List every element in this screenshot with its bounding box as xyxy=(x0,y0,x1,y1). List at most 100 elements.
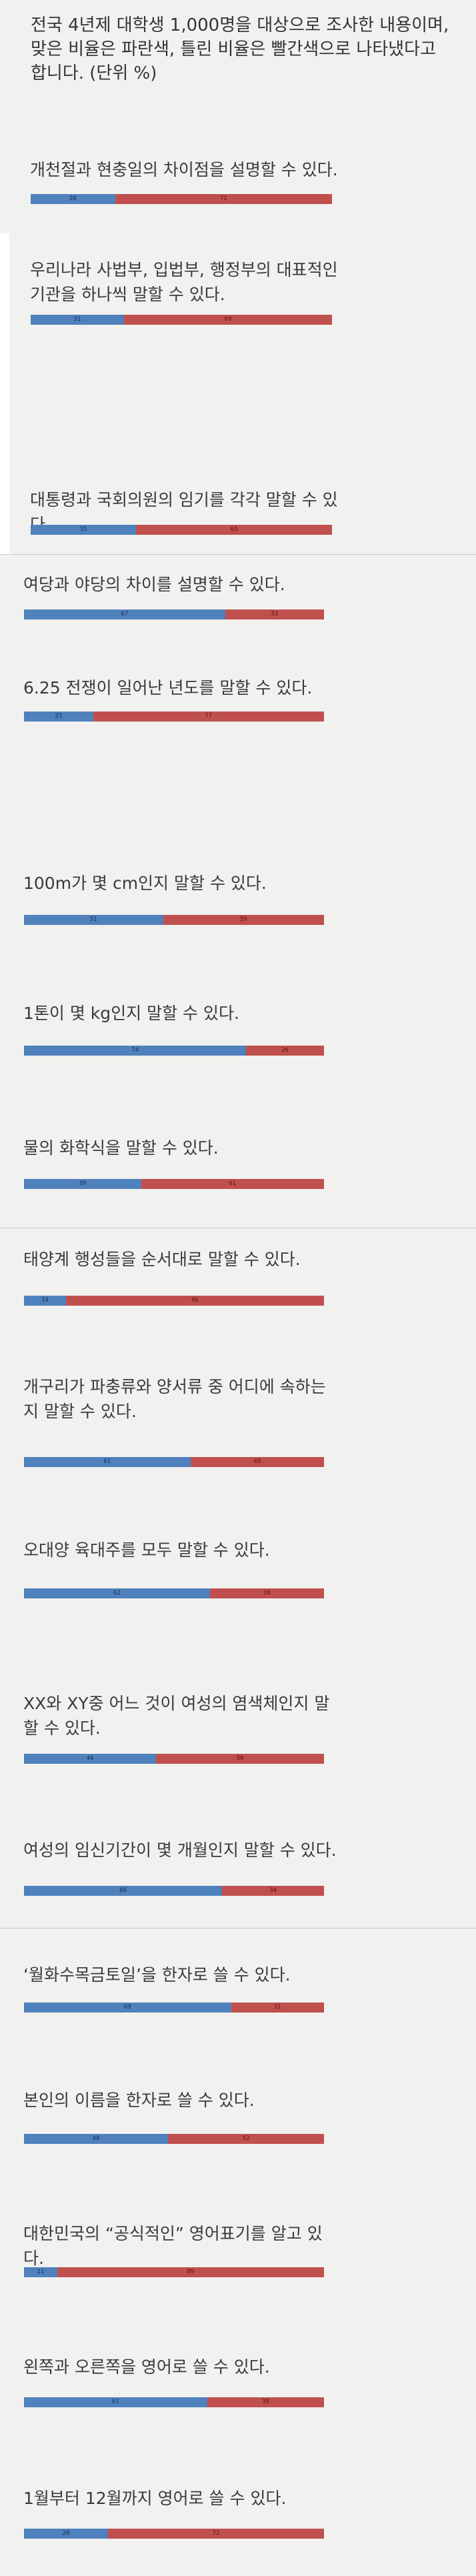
incorrect-value-label: 49 xyxy=(253,1458,261,1465)
stacked-bar: 61 39 xyxy=(24,2397,324,2407)
stacked-bar: 67 33 xyxy=(24,609,324,619)
incorrect-bar-segment: 56 xyxy=(156,1754,324,1764)
stacked-bar: 11 89 xyxy=(24,2267,324,2277)
incorrect-bar-segment: 86 xyxy=(66,1296,324,1306)
correct-value-label: 23 xyxy=(55,713,63,720)
stacked-bar: 39 61 xyxy=(24,1179,324,1189)
incorrect-bar-segment: 65 xyxy=(136,525,332,535)
stacked-bar: 23 77 xyxy=(24,712,324,722)
correct-bar-segment: 69 xyxy=(24,2003,231,2013)
correct-bar-segment: 39 xyxy=(24,1179,141,1189)
correct-value-label: 11 xyxy=(37,2269,45,2275)
question-text: 물의 화학식을 말할 수 있다. xyxy=(23,1138,219,1158)
question-text: ‘월화수목금토일’을 한자로 쓸 수 있다. xyxy=(23,1965,291,1985)
correct-value-label: 44 xyxy=(86,1755,94,1762)
correct-value-label: 48 xyxy=(92,2135,100,2142)
correct-value-label: 69 xyxy=(123,2004,131,2011)
stacked-bar: 31 69 xyxy=(31,315,332,325)
section-divider xyxy=(0,554,476,555)
question-text: 우리나라 사법부, 입법부, 행정부의 대표적인 기관을 하나씩 말할 수 있다… xyxy=(30,260,338,304)
question-text: 6.25 전쟁이 일어난 년도를 말할 수 있다. xyxy=(23,678,313,698)
correct-bar-segment: 48 xyxy=(24,2134,168,2144)
correct-value-label: 28 xyxy=(62,2530,70,2537)
incorrect-bar-segment: 59 xyxy=(163,915,324,925)
incorrect-bar-segment: 72 xyxy=(115,194,332,204)
stacked-bar: 28 72 xyxy=(24,2529,324,2539)
correct-bar-segment: 28 xyxy=(31,194,115,204)
incorrect-bar-segment: 61 xyxy=(141,1179,324,1189)
question-text: 개구리가 파충류와 양서류 중 어디에 속하는지 말할 수 있다. xyxy=(23,1377,326,1421)
stacked-bar: 69 31 xyxy=(24,2003,324,2013)
question-text: 왼쪽과 오른쪽을 영어로 쓸 수 있다. xyxy=(23,2357,270,2377)
incorrect-value-label: 72 xyxy=(219,195,227,202)
question-text: 본인의 이름을 한자로 쓸 수 있다. xyxy=(23,2091,255,2110)
incorrect-value-label: 33 xyxy=(271,611,279,617)
correct-bar-segment: 31 xyxy=(31,315,125,325)
question-text: 대한민국의 “공식적인” 영어표기를 알고 있다. xyxy=(23,2224,323,2268)
stacked-bar: 61 49 xyxy=(24,1457,324,1467)
incorrect-value-label: 31 xyxy=(273,2004,281,2011)
correct-bar-segment: 67 xyxy=(24,609,225,619)
correct-bar-segment: 51 xyxy=(24,915,163,925)
question-text: 오대양 육대주를 모두 말할 수 있다. xyxy=(23,1540,270,1560)
correct-bar-segment: 61 xyxy=(24,2397,207,2407)
incorrect-bar-segment: 38 xyxy=(210,1588,324,1598)
correct-bar-segment: 44 xyxy=(24,1754,156,1764)
stacked-bar: 66 34 xyxy=(24,1886,324,1896)
correct-value-label: 66 xyxy=(119,1887,127,1894)
incorrect-bar-segment: 33 xyxy=(225,609,324,619)
correct-value-label: 35 xyxy=(79,526,87,533)
question-text: 여당과 야당의 차이를 설명할 수 있다. xyxy=(23,575,285,594)
stacked-bar: 28 72 xyxy=(31,194,332,204)
correct-value-label: 74 xyxy=(131,1047,139,1054)
correct-value-label: 31 xyxy=(73,316,81,323)
question-text: XX와 XY중 어느 것이 여성의 염색체인지 말할 수 있다. xyxy=(23,1694,330,1738)
stacked-bar: 44 56 xyxy=(24,1754,324,1764)
incorrect-value-label: 77 xyxy=(205,713,213,720)
correct-bar-segment: 11 xyxy=(24,2267,57,2277)
incorrect-value-label: 34 xyxy=(269,1887,277,1894)
question-text: 1월부터 12월까지 영어로 쓸 수 있다. xyxy=(23,2489,287,2508)
stacked-bar: 51 59 xyxy=(24,915,324,925)
question-text: 1톤이 몇 kg인지 말할 수 있다. xyxy=(23,1004,239,1023)
incorrect-value-label: 69 xyxy=(224,316,232,323)
correct-value-label: 67 xyxy=(121,611,129,617)
incorrect-bar-segment: 31 xyxy=(231,2003,324,2013)
intro-text: 전국 4년제 대학생 1,000명을 대상으로 조사한 내용이며, 맞은 비율은… xyxy=(31,15,449,83)
correct-value-label: 39 xyxy=(79,1180,87,1187)
incorrect-bar-segment: 72 xyxy=(108,2529,324,2539)
incorrect-value-label: 86 xyxy=(191,1297,199,1304)
question-text: 개천절과 현충일의 차이점을 설명할 수 있다. xyxy=(30,160,338,179)
incorrect-value-label: 39 xyxy=(261,2399,269,2405)
stacked-bar: 74 26 xyxy=(24,1046,324,1056)
incorrect-bar-segment: 26 xyxy=(246,1046,324,1056)
incorrect-value-label: 89 xyxy=(187,2269,195,2275)
correct-bar-segment: 74 xyxy=(24,1046,246,1056)
correct-bar-segment: 61 xyxy=(24,1457,191,1467)
correct-bar-segment: 14 xyxy=(24,1296,66,1306)
correct-value-label: 14 xyxy=(41,1297,49,1304)
incorrect-bar-segment: 34 xyxy=(222,1886,324,1896)
incorrect-bar-segment: 52 xyxy=(168,2134,324,2144)
stacked-bar: 14 86 xyxy=(24,1296,324,1306)
incorrect-value-label: 65 xyxy=(230,526,238,533)
incorrect-bar-segment: 77 xyxy=(93,712,324,722)
incorrect-value-label: 61 xyxy=(229,1180,237,1187)
incorrect-value-label: 56 xyxy=(236,1755,244,1762)
incorrect-bar-segment: 49 xyxy=(190,1457,324,1467)
correct-bar-segment: 35 xyxy=(31,525,137,535)
correct-value-label: 28 xyxy=(69,195,77,202)
correct-value-label: 51 xyxy=(89,916,97,923)
correct-bar-segment: 23 xyxy=(24,712,93,722)
incorrect-bar-segment: 69 xyxy=(124,315,332,325)
correct-value-label: 61 xyxy=(103,1458,111,1465)
correct-value-label: 61 xyxy=(111,2399,119,2405)
correct-bar-segment: 28 xyxy=(24,2529,108,2539)
incorrect-bar-segment: 89 xyxy=(57,2267,324,2277)
question-text: 태양계 행성들을 순서대로 말할 수 있다. xyxy=(23,1250,301,1269)
correct-value-label: 62 xyxy=(113,1590,121,1596)
stacked-bar: 35 65 xyxy=(31,525,332,535)
incorrect-value-label: 72 xyxy=(212,2530,220,2537)
correct-bar-segment: 62 xyxy=(24,1588,210,1598)
correct-bar-segment: 66 xyxy=(24,1886,222,1896)
